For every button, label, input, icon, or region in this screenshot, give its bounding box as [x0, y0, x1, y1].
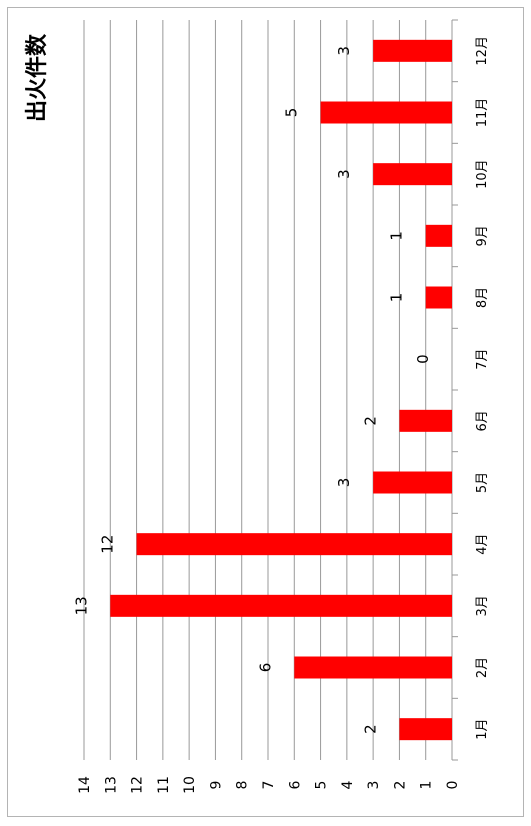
value-tick-10: 10 — [182, 776, 198, 794]
month-label-group: 2月 — [475, 657, 490, 678]
month-label-9月: 9月 — [475, 225, 490, 246]
value-tick-6: 6 — [287, 780, 303, 789]
data-label-9月: 1 — [388, 231, 406, 241]
data-label-11月: 5 — [283, 108, 301, 118]
value-tick-14: 14 — [77, 776, 93, 794]
data-label-group: 5 — [283, 108, 301, 118]
value-tick-5: 5 — [314, 781, 330, 790]
data-label-group: 1 — [388, 293, 406, 303]
value-tick-3: 3 — [366, 781, 382, 790]
bar-3月 — [110, 594, 453, 617]
bar-5月 — [373, 471, 452, 494]
data-label-1月: 2 — [361, 724, 379, 734]
value-tick-8: 8 — [235, 781, 251, 790]
bar-12月 — [373, 39, 452, 62]
bar-9月 — [425, 224, 452, 247]
bar-10月 — [373, 163, 452, 186]
value-tick-group: 7 — [261, 781, 277, 790]
value-tick-group: 12 — [130, 776, 146, 794]
month-label-group: 5月 — [475, 472, 490, 493]
month-label-group: 6月 — [475, 410, 490, 431]
data-label-10月: 3 — [335, 169, 353, 179]
bar-6月 — [399, 409, 452, 432]
bar-11月 — [320, 101, 452, 124]
month-label-group: 7月 — [475, 349, 490, 370]
data-label-12月: 3 — [335, 46, 353, 56]
value-tick-group: 14 — [77, 776, 93, 794]
month-label-group: 10月 — [475, 159, 490, 189]
chart-title-group: 出火件数 — [24, 33, 50, 122]
data-label-8月: 1 — [388, 293, 406, 303]
bar-1月 — [399, 718, 452, 741]
chart-title: 出火件数 — [24, 33, 50, 122]
data-label-group: 3 — [335, 478, 353, 488]
month-label-group: 11月 — [475, 98, 490, 128]
value-tick-12: 12 — [130, 776, 146, 794]
data-label-group: 3 — [335, 169, 353, 179]
value-tick-13: 13 — [103, 776, 119, 794]
value-tick-group: 13 — [103, 776, 119, 794]
bar-8月 — [425, 286, 452, 309]
data-label-5月: 3 — [335, 478, 353, 488]
month-label-7月: 7月 — [475, 349, 490, 370]
data-label-group: 6 — [256, 663, 274, 673]
grid-lines — [83, 19, 458, 761]
chart-frame — [7, 7, 524, 817]
month-label-1月: 1月 — [475, 719, 490, 740]
month-label-8月: 8月 — [475, 287, 490, 308]
data-label-group: 12 — [99, 535, 117, 554]
data-label-7月: 0 — [414, 354, 432, 364]
bar-4月 — [136, 533, 453, 556]
data-label-6月: 2 — [361, 416, 379, 426]
value-tick-2: 2 — [392, 781, 408, 790]
value-tick-group: 1 — [419, 781, 435, 790]
value-tick-group: 8 — [235, 781, 251, 790]
data-label-group: 3 — [335, 46, 353, 56]
data-label-2月: 6 — [256, 663, 274, 673]
bars — [110, 39, 453, 741]
month-label-11月: 11月 — [475, 98, 490, 128]
value-tick-7: 7 — [261, 781, 277, 790]
value-tick-9: 9 — [208, 781, 224, 790]
bar-2月 — [294, 656, 452, 679]
month-label-group: 8月 — [475, 287, 490, 308]
value-tick-group: 0 — [445, 781, 461, 790]
month-label-group: 9月 — [475, 225, 490, 246]
month-label-group: 4月 — [475, 534, 490, 555]
month-label-group: 12月 — [475, 36, 490, 66]
value-tick-group: 6 — [287, 780, 303, 789]
data-label-4月: 12 — [99, 535, 117, 554]
value-tick-group: 3 — [366, 781, 382, 790]
value-tick-11: 11 — [156, 776, 172, 794]
month-label-3月: 3月 — [475, 595, 490, 616]
data-label-group: 2 — [361, 416, 379, 426]
month-label-4月: 4月 — [475, 534, 490, 555]
data-label-group: 13 — [72, 596, 90, 615]
value-tick-group: 4 — [340, 780, 356, 789]
value-tick-0: 0 — [445, 781, 461, 790]
month-label-group: 1月 — [475, 719, 490, 740]
month-label-12月: 12月 — [475, 36, 490, 66]
value-tick-1: 1 — [419, 781, 435, 790]
month-label-2月: 2月 — [475, 657, 490, 678]
month-label-6月: 6月 — [475, 410, 490, 431]
data-label-group: 0 — [414, 354, 432, 364]
data-label-3月: 13 — [72, 596, 90, 615]
value-tick-group: 2 — [392, 781, 408, 790]
value-tick-group: 10 — [182, 776, 198, 794]
month-tick-labels: 1月 2月 3月 4月 5月 6月 7月 8月 9月 10月 11月 12月 — [475, 36, 490, 740]
month-label-5月: 5月 — [475, 472, 490, 493]
value-tick-group: 9 — [208, 781, 224, 790]
month-label-group: 3月 — [475, 595, 490, 616]
data-label-group: 1 — [388, 231, 406, 241]
value-tick-4: 4 — [340, 780, 356, 789]
data-label-group: 2 — [361, 724, 379, 734]
month-label-10月: 10月 — [475, 159, 490, 189]
value-tick-group: 5 — [314, 781, 330, 790]
value-tick-group: 11 — [156, 776, 172, 794]
